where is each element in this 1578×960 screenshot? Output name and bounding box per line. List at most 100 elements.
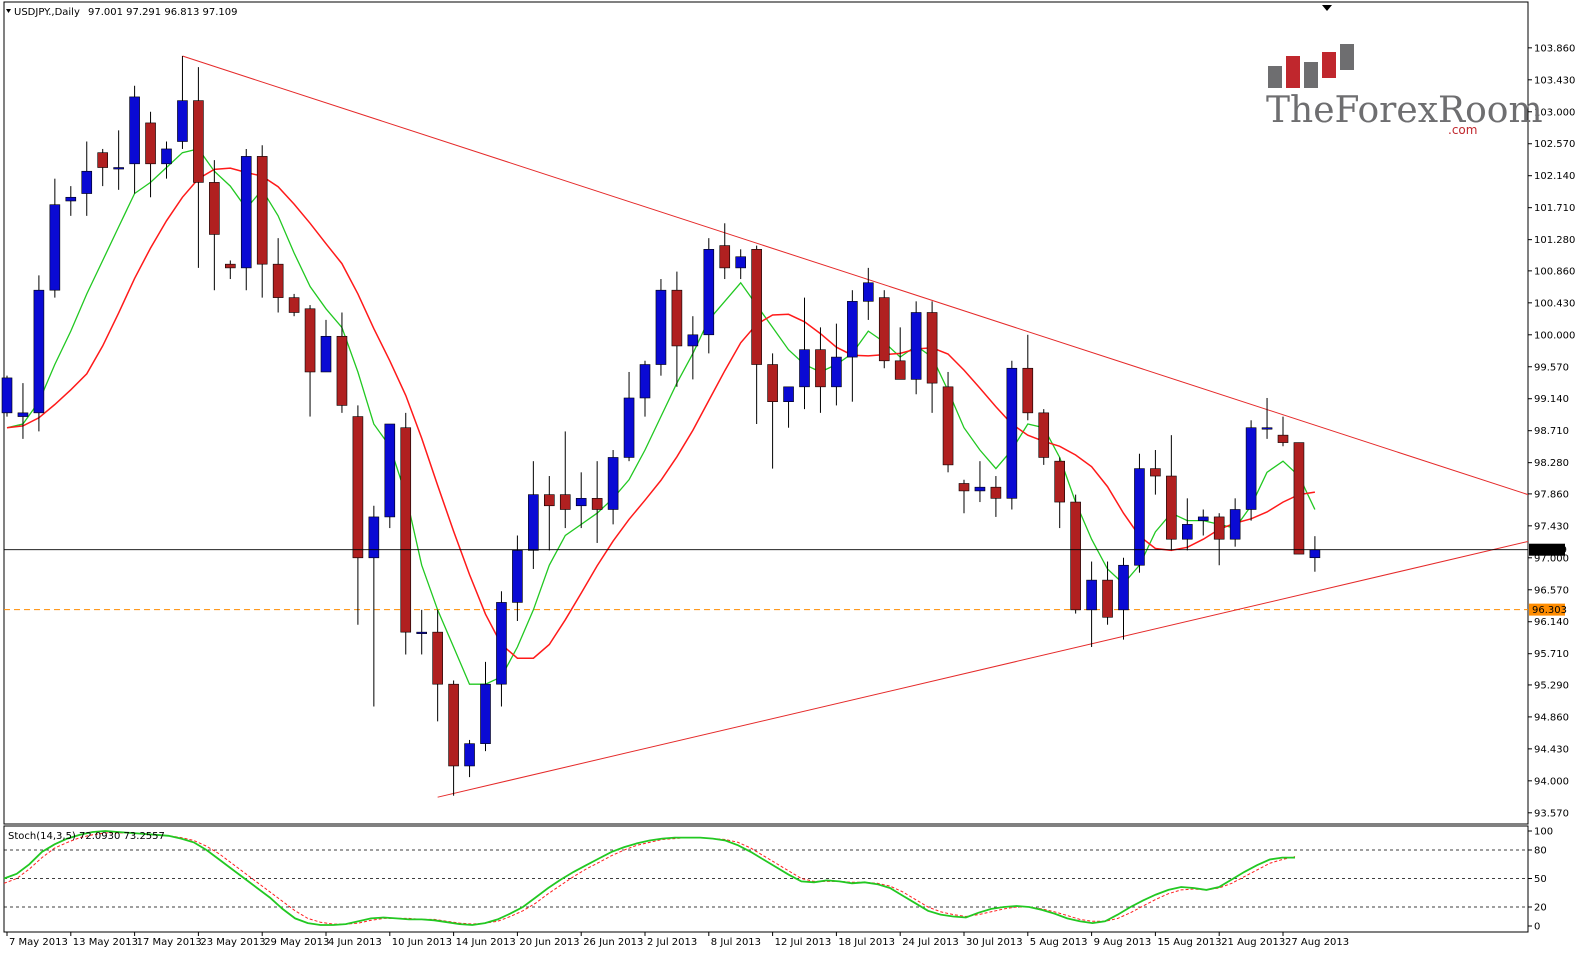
y-tick-label: 100.860 [1534, 266, 1575, 277]
candle-body [225, 263, 236, 269]
chart-title: USDJPY.,Daily [14, 7, 80, 18]
x-tick-label: 27 Aug 2013 [1285, 937, 1349, 948]
candle-body [1038, 412, 1050, 458]
candle-body [815, 349, 826, 388]
candle-body [1309, 549, 1321, 559]
ma-fast-line [6, 148, 1316, 685]
candle-body [81, 170, 93, 194]
candle-body [878, 297, 890, 362]
x-tick-label: 4 Jun 2013 [328, 937, 382, 948]
x-tick-label: 17 May 2013 [137, 937, 202, 948]
stoch-tick-label: 20 [1534, 903, 1547, 914]
candle-body [49, 204, 61, 291]
chart-shift-marker-icon[interactable] [1322, 5, 1332, 11]
moving-averages [6, 148, 1316, 685]
candle-body [432, 631, 443, 685]
candle-body [512, 550, 523, 603]
candle-body [990, 486, 1002, 499]
candle-body [1022, 367, 1034, 414]
candle-body [17, 412, 29, 417]
y-tick-label: 93.570 [1534, 808, 1569, 819]
candle-body [193, 100, 204, 183]
candle-body [113, 167, 124, 170]
stoch-tick-label: 80 [1534, 846, 1547, 857]
chart-menu-arrow-icon[interactable] [6, 9, 11, 13]
candle-body [639, 364, 651, 399]
y-tick-label: 95.290 [1534, 680, 1569, 691]
candle-body [543, 494, 555, 507]
candle-body [1070, 501, 1081, 611]
candle-body [926, 312, 938, 384]
current-price-label: 97.109 [1532, 545, 1567, 556]
candle-body [416, 631, 428, 634]
x-tick-label: 24 Jul 2013 [902, 937, 959, 948]
candle-body [129, 96, 140, 165]
candle-body [336, 335, 348, 406]
x-tick-label: 8 Jul 2013 [711, 937, 761, 948]
candle-body [1197, 516, 1209, 521]
candle-body [942, 386, 954, 466]
candle-body [1, 377, 13, 414]
logo-bar-1 [1268, 66, 1282, 88]
candle-body [591, 498, 603, 510]
stochastic-lines [3, 830, 1296, 926]
candle-body [751, 249, 762, 365]
candle-body [464, 743, 475, 767]
candle-body [671, 289, 683, 347]
logo-text: TheForexRoom [1266, 90, 1543, 131]
candle-body [974, 486, 986, 492]
stoch-main-line [3, 830, 1295, 926]
y-tick-label: 103.860 [1534, 43, 1575, 54]
stoch-tick-label: 0 [1534, 922, 1540, 933]
logo-suffix: .com [1448, 123, 1477, 137]
x-tick-label: 18 Jul 2013 [838, 937, 895, 948]
x-tick-label: 21 Aug 2013 [1221, 937, 1285, 948]
candle-body [368, 516, 380, 559]
candle-body [304, 308, 316, 373]
y-tick-label: 103.000 [1534, 107, 1575, 118]
candle-body [1261, 427, 1273, 430]
y-tick-label: 99.570 [1534, 362, 1569, 373]
candle-body [847, 301, 858, 358]
stoch-axis: 100 80 50 20 0 [1528, 827, 1553, 933]
y-tick-label: 99.140 [1534, 394, 1569, 405]
y-tick-label: 100.430 [1534, 298, 1575, 309]
candle-body [1182, 524, 1193, 540]
x-tick-label: 14 Jun 2013 [456, 937, 516, 948]
x-tick-label: 23 May 2013 [200, 937, 265, 948]
candle-body [1118, 564, 1129, 611]
candle-body [352, 416, 364, 559]
stoch-signal-line [3, 832, 1296, 925]
candle-body [1245, 427, 1257, 510]
candle-body [65, 196, 77, 202]
candlesticks [1, 56, 1321, 796]
chart-ohlc: 97.001 97.291 96.813 97.109 [88, 7, 238, 18]
candle-body [719, 245, 731, 269]
x-tick-label: 9 Aug 2013 [1094, 937, 1152, 948]
candle-body [1150, 468, 1161, 477]
x-tick-label: 30 Jul 2013 [966, 937, 1023, 948]
current-price-line: 97.109 [4, 543, 1567, 556]
candle-body [703, 249, 715, 336]
candle-body [400, 427, 412, 633]
candle-body [33, 289, 45, 414]
candle-body [288, 297, 300, 313]
stoch-tick-label: 100 [1534, 827, 1553, 838]
x-tick-label: 10 Jun 2013 [392, 937, 452, 948]
y-tick-label: 97.000 [1534, 553, 1569, 564]
candle-body [1166, 475, 1177, 540]
logo-bar-3 [1304, 62, 1318, 88]
candle-body [910, 312, 922, 380]
x-tick-label: 20 Jun 2013 [519, 937, 579, 948]
candle-body [240, 156, 252, 269]
candle-body [575, 498, 587, 507]
y-tick-label: 94.000 [1534, 776, 1569, 787]
candle-body [1054, 460, 1065, 503]
candle-body [1213, 516, 1225, 540]
x-tick-label: 12 Jul 2013 [775, 937, 832, 948]
lower-trendline [437, 540, 1529, 798]
candle-body [161, 148, 172, 165]
candle-body [623, 397, 635, 458]
